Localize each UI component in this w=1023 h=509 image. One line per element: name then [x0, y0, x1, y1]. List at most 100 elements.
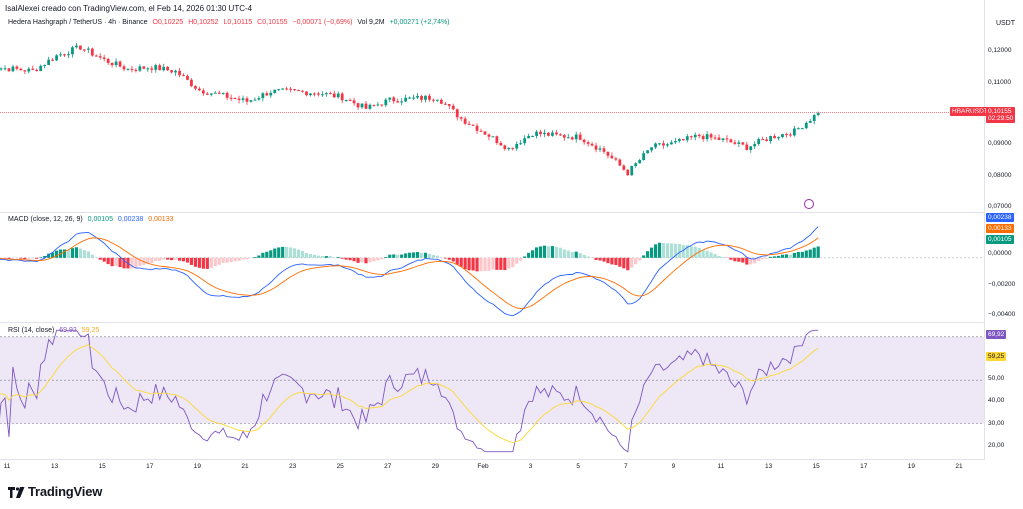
macd-histogram-bar — [352, 257, 356, 262]
macd-histogram-bar — [534, 247, 539, 258]
volume-value: Vol 9,2M — [357, 19, 385, 26]
macd-histogram-bar — [701, 250, 705, 258]
candle-body — [443, 103, 447, 105]
candle-body — [551, 132, 554, 136]
candle-body — [158, 65, 162, 71]
time-tick: 23 — [288, 463, 297, 470]
macd-histogram-bar — [392, 254, 396, 258]
macd-histogram-bar — [415, 251, 420, 258]
time-tick: 17 — [860, 463, 868, 470]
candle-body — [269, 92, 273, 96]
macd-histogram-bar — [154, 257, 158, 261]
macd-histogram-bar — [7, 257, 11, 260]
macd-histogram-bar — [146, 257, 150, 264]
candle-body — [467, 123, 471, 125]
rsi-tick: 40,00 — [988, 397, 1005, 404]
macd-histogram-bar — [197, 257, 201, 268]
macd-histogram-bar — [281, 246, 285, 258]
macd-histogram-bar — [114, 257, 118, 267]
pane-divider[interactable] — [0, 322, 984, 323]
candle-body — [412, 97, 415, 99]
macd-histogram-bar — [665, 243, 670, 258]
candle-body — [332, 93, 336, 98]
candle-body — [586, 142, 590, 144]
macd-histogram-bar — [130, 257, 134, 269]
macd-histogram-bar — [681, 245, 685, 258]
rsi-tick: 50,00 — [988, 375, 1005, 382]
macd-histogram-bar — [753, 257, 757, 264]
macd-histogram-bar — [185, 257, 190, 263]
candle-body — [523, 138, 527, 144]
macd-histogram-bar — [122, 257, 126, 269]
macd-histogram-bar — [792, 252, 796, 258]
macd-line-badge: 0,00238 — [986, 213, 1014, 222]
macd-histogram-bar — [717, 255, 721, 258]
macd-histogram-bar — [578, 253, 582, 258]
macd-histogram-bar — [411, 252, 416, 258]
macd-histogram-bar — [471, 257, 475, 271]
candle-body — [138, 66, 142, 71]
candle-body — [614, 158, 618, 160]
candle-body — [507, 147, 511, 150]
candle-body — [213, 92, 217, 94]
macd-histogram-bar — [733, 257, 737, 262]
macd-histogram-bar — [150, 257, 154, 264]
pane-divider[interactable] — [0, 212, 984, 213]
macd-histogram-bar — [606, 257, 610, 264]
macd-histogram-bar — [289, 247, 293, 258]
macd-histogram-bar — [519, 257, 523, 261]
candle-body — [273, 89, 277, 93]
candle-body — [356, 103, 360, 108]
price-tick: 0,11000 — [988, 79, 1012, 86]
macd-histogram-bar — [697, 248, 701, 258]
candle-body — [201, 90, 205, 94]
candle-body — [697, 134, 701, 137]
macd-histogram-bar — [558, 247, 562, 258]
macd-histogram-bar — [713, 253, 717, 258]
candle-body — [313, 93, 316, 95]
macd-histogram-bar — [677, 243, 681, 258]
symbol-title: Hedera Hashgraph / TetherUS · 4h · Binan… — [8, 19, 148, 26]
price-tick: 0,12000 — [988, 47, 1012, 54]
candle-body — [769, 136, 772, 141]
macd-histogram-bar — [328, 256, 332, 258]
tradingview-mark-icon — [8, 486, 25, 501]
candle-body — [182, 75, 185, 77]
price-tick: 0,07000 — [988, 203, 1012, 210]
macd-line-value: 0,00238 — [117, 216, 144, 223]
rsi-badge: 69,92 — [986, 330, 1007, 339]
candle-body — [305, 91, 308, 96]
macd-histogram-bar — [479, 257, 483, 272]
macd-histogram-bar — [757, 257, 761, 261]
macd-histogram-bar — [70, 248, 75, 258]
macd-histogram-bar — [54, 250, 59, 258]
candle-body — [804, 122, 808, 129]
candle-body — [435, 99, 439, 101]
macd-histogram-bar — [669, 243, 674, 258]
macd-histogram-bar — [51, 252, 55, 258]
macd-histogram-bar — [523, 256, 527, 258]
macd-histogram-bar — [772, 256, 777, 258]
candle-body — [761, 139, 765, 141]
macd-histogram-bar — [400, 254, 404, 258]
candle-body — [479, 130, 483, 132]
candle-body — [102, 57, 106, 59]
price-axis[interactable] — [984, 0, 985, 460]
chart-canvas[interactable] — [0, 0, 984, 460]
time-tick: 21 — [955, 463, 963, 470]
macd-histogram-bar — [784, 254, 789, 258]
candle-body — [745, 144, 749, 150]
candle-body — [666, 144, 669, 146]
candle-body — [503, 145, 507, 150]
time-tick: 7 — [623, 463, 628, 470]
candle-body — [265, 93, 269, 96]
macd-histogram-bar — [455, 257, 459, 265]
macd-histogram-bar — [618, 257, 622, 267]
macd-histogram-bar — [443, 257, 447, 259]
macd-histogram-bar — [729, 257, 733, 260]
candle-body — [19, 68, 23, 71]
candle-body — [150, 68, 154, 70]
macd-histogram-bar — [166, 257, 170, 260]
candle-body — [471, 124, 475, 126]
candle-body — [285, 88, 289, 90]
